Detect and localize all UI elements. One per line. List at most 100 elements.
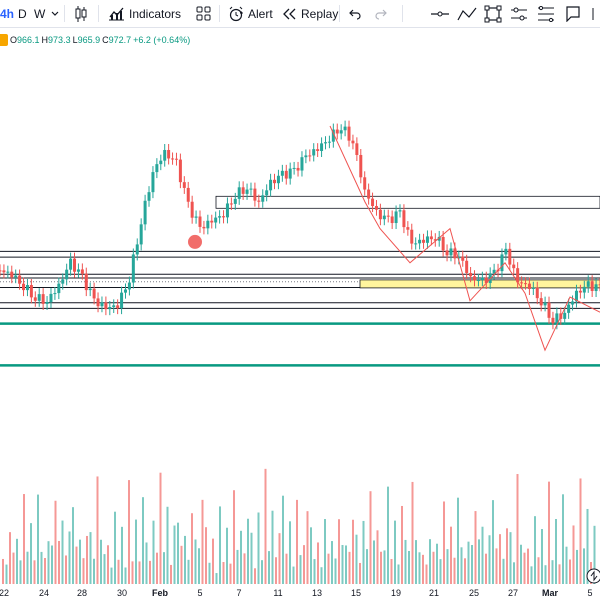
scroll-to-realtime-button[interactable] (586, 568, 600, 584)
volume-bar (341, 545, 344, 584)
volume-bar (544, 565, 547, 584)
candle-body (61, 279, 65, 284)
candles-icon (73, 5, 89, 23)
candle-body (351, 140, 355, 144)
volume-bar (317, 542, 319, 584)
volume-bar (247, 518, 249, 584)
volume-bar (313, 559, 316, 584)
volume-bar (492, 500, 494, 584)
time-axis-label: 7 (236, 588, 241, 598)
time-axis-label: 13 (312, 588, 322, 598)
legend-close: C972.7 (102, 35, 132, 45)
volume-bar (422, 554, 424, 584)
candle-body (57, 283, 61, 294)
candle-body (14, 275, 18, 278)
volume-bar (107, 545, 109, 584)
volume-bar (352, 519, 354, 584)
volume-bar (145, 542, 148, 584)
horizontal-line-tool[interactable] (430, 0, 450, 27)
candle-body (512, 264, 516, 269)
note-tool[interactable] (565, 0, 581, 27)
volume-bar (502, 558, 505, 584)
redo-button[interactable] (374, 0, 388, 27)
volume-bar (23, 494, 25, 584)
grid-icon (196, 6, 211, 21)
volume-bar (240, 530, 242, 584)
volume-bar (19, 560, 22, 584)
more-tools-button[interactable] (591, 0, 600, 27)
candle-body (586, 281, 590, 287)
alert-button[interactable]: Alert (228, 0, 273, 27)
candle-body (159, 160, 163, 165)
candle-body (449, 248, 453, 256)
timeframe-d[interactable]: D (18, 6, 27, 21)
replay-label: Replay (301, 6, 339, 21)
volume-bar (47, 541, 50, 584)
volume-bar (460, 547, 463, 584)
rectangle-tool[interactable] (484, 0, 502, 27)
candle-body (131, 254, 135, 283)
volume-bar (278, 533, 281, 584)
marker-dot[interactable] (188, 234, 202, 249)
volume-bar (149, 560, 151, 584)
timeframe-w[interactable]: W (34, 6, 46, 21)
candle-body (155, 164, 159, 173)
volume-bar (54, 500, 57, 584)
volume-bar (572, 525, 575, 584)
volume-bar (376, 530, 379, 584)
volume-bar (555, 519, 557, 584)
candle-body (237, 187, 241, 199)
timeframe-dropdown[interactable] (51, 0, 59, 27)
undo-button[interactable] (348, 0, 362, 27)
toolbar-divider (98, 5, 99, 22)
volume-bar (254, 568, 256, 584)
price-chart[interactable]: 22 24 28 30 Feb 5 7 11 13 15 19 21 25 27 Mar 5 (0, 28, 600, 600)
candle-body (139, 224, 143, 245)
volume-bar (187, 559, 190, 584)
zigzag-line[interactable] (329, 125, 600, 352)
volume-bar (79, 539, 81, 584)
layouts-button[interactable] (196, 0, 211, 27)
volume-bar (558, 564, 561, 584)
fib-tool[interactable] (537, 0, 555, 27)
volume-bar (257, 512, 260, 584)
volume-bar (16, 538, 18, 584)
candle-body (406, 227, 410, 230)
candle-body (504, 248, 508, 255)
drawing-zones (215, 195, 600, 289)
candle-body (323, 142, 327, 144)
candle-body (53, 293, 57, 295)
candle-body (222, 216, 226, 218)
horizontal-levels (0, 250, 600, 367)
volume-bar (334, 558, 337, 584)
volume-bar (565, 546, 568, 584)
candle-style-button[interactable] (73, 0, 89, 27)
candle-body (441, 236, 445, 251)
volume-bar (338, 519, 340, 584)
volume-bar (541, 529, 543, 584)
volume-bar (131, 561, 134, 584)
trend-line-tool[interactable] (457, 0, 477, 27)
volume-bar (9, 532, 11, 584)
timeframe-4h[interactable]: 4h (0, 6, 15, 21)
volume-bar (82, 558, 85, 584)
indicators-button[interactable]: Indicators (108, 0, 181, 27)
volume-bar (215, 573, 218, 584)
candle-body (37, 294, 41, 301)
volume-bar (61, 520, 64, 584)
volume-bar (170, 564, 172, 584)
parallel-channel-tool[interactable] (510, 0, 528, 27)
volume-bar (383, 550, 386, 584)
volume-bar (450, 526, 452, 584)
volume-bar (292, 566, 295, 584)
highlight-zone[interactable] (359, 279, 600, 289)
candle-body (69, 258, 73, 270)
zigzag-drawing (188, 125, 600, 352)
replay-button[interactable]: Replay (283, 0, 338, 27)
redo-icon (374, 8, 388, 20)
volume-bar (201, 499, 204, 584)
volume-bar (509, 532, 512, 584)
volume-bar (415, 540, 417, 584)
candle-body (120, 292, 124, 309)
range-box[interactable] (215, 195, 600, 209)
